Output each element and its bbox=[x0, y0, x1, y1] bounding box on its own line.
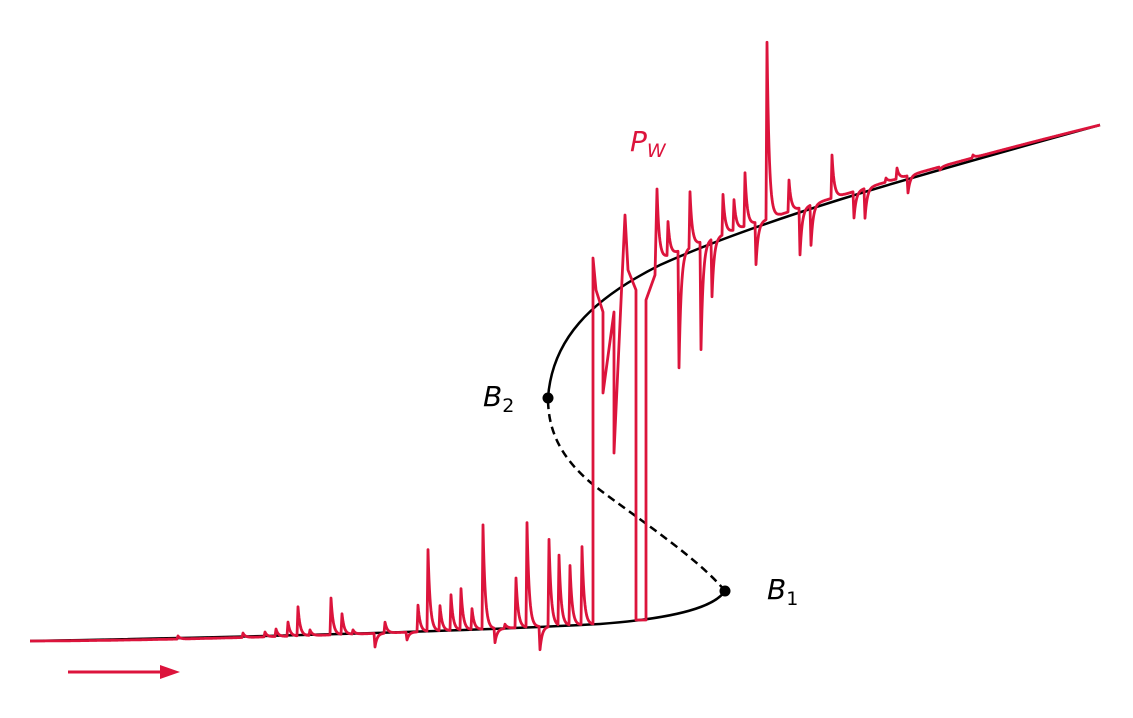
b2-label: B2 bbox=[483, 380, 515, 417]
b1-label: B1 bbox=[767, 573, 799, 610]
upper-stable-branch bbox=[546, 123, 1101, 399]
lower-stable-branch bbox=[29, 590, 727, 643]
b2-point bbox=[542, 392, 554, 404]
direction-arrow bbox=[68, 665, 180, 679]
pw-trace bbox=[29, 40, 1101, 652]
unstable-branch bbox=[546, 397, 726, 592]
b1-point bbox=[719, 585, 731, 597]
pw-label: PW bbox=[630, 125, 666, 162]
